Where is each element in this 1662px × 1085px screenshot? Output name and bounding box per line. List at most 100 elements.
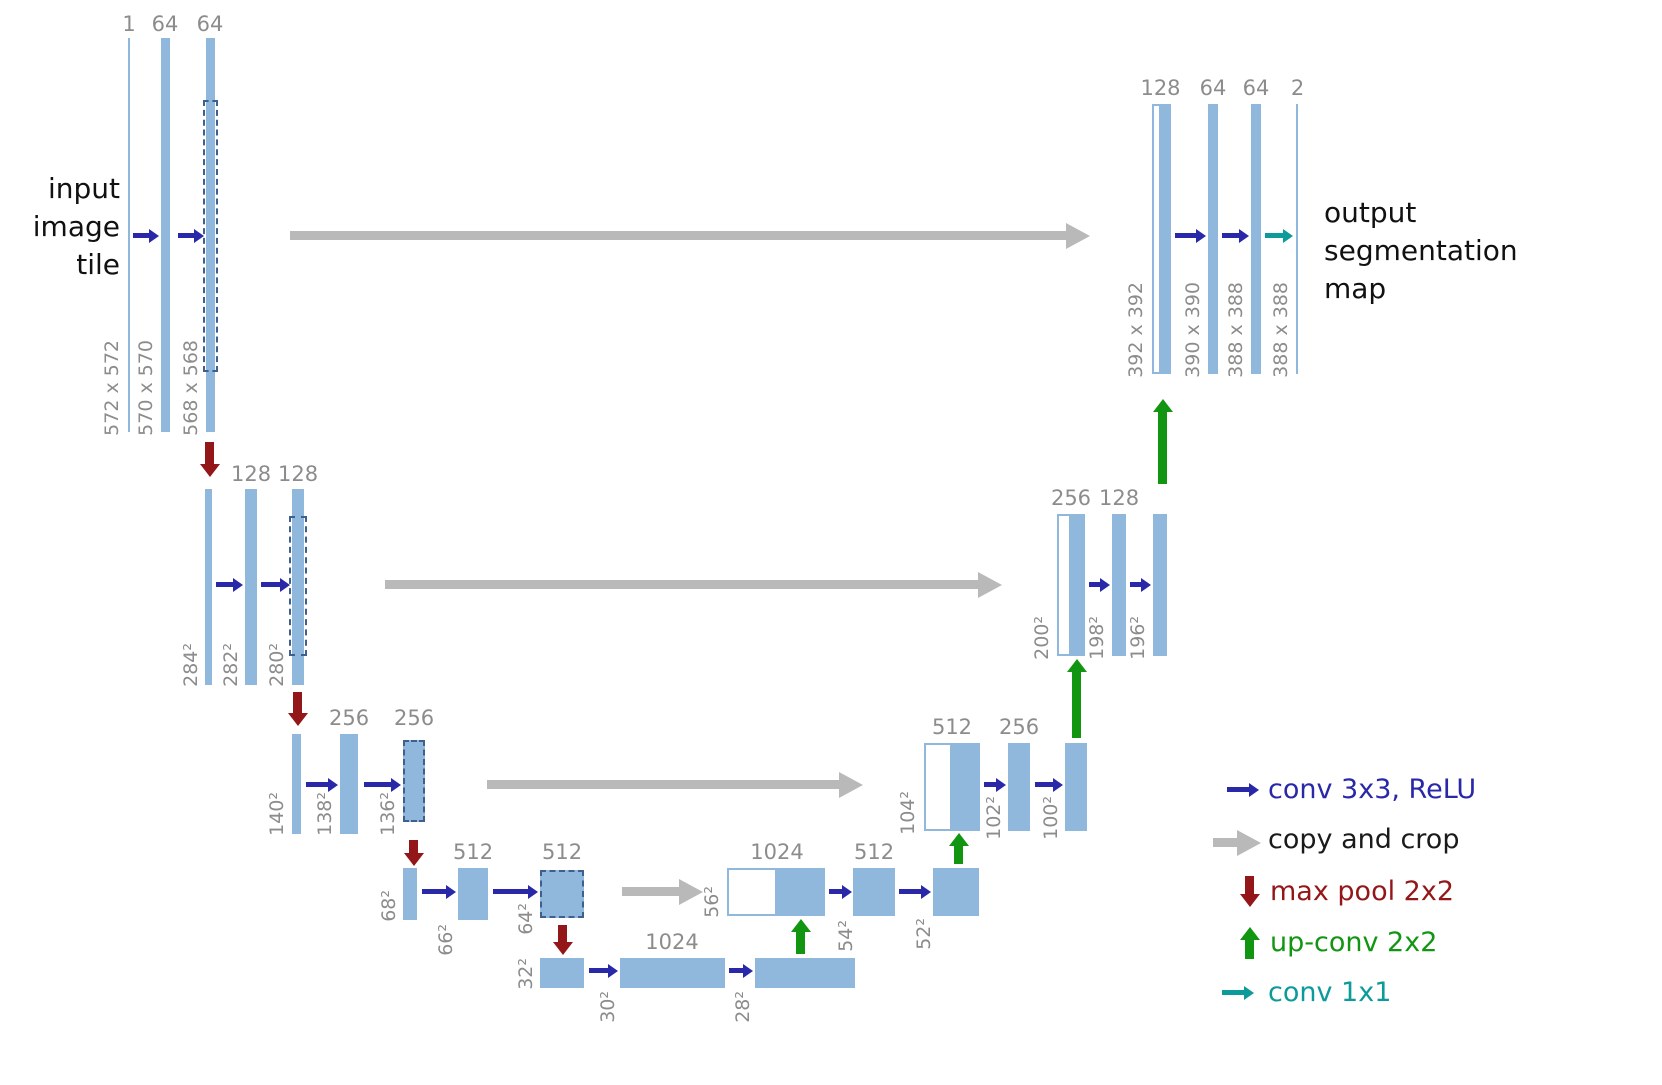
legend-conv1x1-arrow-icon [1222, 990, 1244, 995]
legend-upconv-label: up-conv 2x2 [1270, 927, 1438, 958]
channel-count-label: 256 [1050, 486, 1092, 510]
feature-bar-e3-conv1 [340, 734, 358, 834]
legend-conv1x1-label: conv 1x1 [1268, 977, 1392, 1008]
upconv-bar-d1 [1161, 104, 1171, 374]
feature-bar-e3-in [292, 734, 301, 834]
conv-arrow [216, 582, 233, 587]
crop-outline-e2 [289, 516, 307, 656]
map-size-label: 32² [515, 958, 537, 990]
upconv-bar-d3 [952, 743, 980, 831]
feature-bar-e3-conv2-cropped [403, 740, 425, 822]
map-size-label: 284² [180, 643, 202, 687]
feature-bar-d4-conv1 [853, 868, 895, 916]
channel-count-label: 512 [931, 715, 973, 739]
map-size-label: 28² [732, 991, 754, 1023]
conv-arrow [422, 889, 446, 894]
conv-arrow [306, 782, 328, 787]
feature-bar-d4-conv2 [933, 868, 979, 916]
conv-arrow [1175, 233, 1196, 238]
feature-bar-e4-conv1 [458, 868, 488, 920]
copy-crop-arrow [385, 580, 978, 589]
conv-arrow [899, 889, 921, 894]
feature-bar-e1-input [128, 38, 130, 432]
feature-bar-d3-conv2 [1065, 743, 1087, 831]
legend-copy-label: copy and crop [1268, 824, 1460, 855]
legend-upconv-arrow-icon [1245, 940, 1254, 959]
max-pool-arrow [205, 442, 214, 464]
conv-arrow [261, 582, 280, 587]
conv-arrow [493, 889, 528, 894]
map-size-label: 30² [597, 991, 619, 1023]
map-size-label: 138² [314, 792, 336, 836]
feature-bar-bottom-conv1 [620, 958, 725, 988]
channel-count-label: 64 [151, 12, 179, 36]
map-size-label: 102² [983, 796, 1005, 840]
crop-outline-e1 [203, 100, 218, 372]
channel-count-label: 2 [1290, 76, 1305, 100]
conv-arrow [1089, 582, 1100, 587]
feature-bar-e4-in [403, 868, 417, 920]
map-size-label: 282² [220, 643, 242, 687]
conv-arrow [364, 782, 391, 787]
feature-bar-bottom-conv2 [755, 958, 855, 988]
map-size-label: 136² [377, 792, 399, 836]
feature-bar-e2-in [205, 489, 212, 685]
feature-bar-d2-conv2 [1153, 514, 1167, 656]
conv-arrow [589, 968, 608, 973]
feature-bar-e1-conv1 [161, 38, 170, 432]
conv1x1-arrow [1265, 233, 1283, 238]
up-conv-arrow [1072, 672, 1081, 738]
map-size-label: 568 x 568 [180, 340, 202, 436]
channel-count-label: 128 [1140, 76, 1181, 100]
map-size-label: 140² [266, 792, 288, 836]
up-conv-arrow [954, 846, 963, 864]
feature-bar-d2-conv1 [1112, 514, 1126, 656]
map-size-label: 390 x 390 [1182, 282, 1204, 378]
map-size-label: 66² [435, 924, 457, 956]
map-size-label: 100² [1040, 796, 1062, 840]
map-size-label: 572 x 572 [101, 340, 123, 436]
map-size-label: 198² [1086, 616, 1108, 660]
channel-count-label: 512 [542, 840, 583, 864]
channel-count-label: 512 [453, 840, 494, 864]
up-conv-arrow [796, 932, 805, 954]
copied-feature-box-d4 [727, 868, 777, 916]
channel-count-label: 1024 [645, 930, 699, 954]
legend-maxpool-label: max pool 2x2 [1270, 876, 1455, 907]
channel-count-label: 64 [196, 12, 224, 36]
conv-arrow [1035, 782, 1053, 787]
channel-count-label: 128 [278, 462, 319, 486]
channel-count-label: 256 [999, 715, 1040, 739]
legend-copy-arrow-icon [1213, 838, 1237, 847]
map-size-label: 52² [913, 918, 935, 950]
max-pool-arrow [558, 925, 567, 942]
map-size-label: 64² [515, 903, 537, 935]
upconv-bar-d4 [777, 868, 825, 916]
map-size-label: 392 x 392 [1125, 282, 1147, 378]
feature-bar-e1-conv2 [206, 38, 215, 432]
map-size-label: 570 x 570 [135, 340, 157, 436]
channel-count-label: 128 [1099, 486, 1140, 510]
channel-count-label: 1024 [750, 840, 804, 864]
map-size-label: 104² [897, 791, 919, 835]
copied-feature-box-d2 [1057, 514, 1071, 656]
conv-arrow [829, 889, 842, 894]
channel-count-label: 128 [231, 462, 272, 486]
conv-arrow [1222, 233, 1239, 238]
channel-count-label: 64 [1199, 76, 1227, 100]
copy-crop-arrow [622, 887, 679, 896]
legend-conv-label: conv 3x3, ReLU [1268, 774, 1477, 805]
map-size-label: 200² [1031, 616, 1053, 660]
channel-count-label: 512 [854, 840, 895, 864]
map-size-label: 196² [1127, 616, 1149, 660]
channel-count-label: 256 [329, 706, 370, 730]
input-annotation: input image tile [32, 172, 120, 281]
output-map-bar [1296, 104, 1298, 374]
feature-bar-e2-conv2 [292, 489, 304, 685]
output-annotation: output segmentation map [1324, 196, 1518, 305]
max-pool-arrow [293, 692, 302, 713]
map-size-label: 56² [701, 886, 723, 918]
channel-count-label: 64 [1242, 76, 1270, 100]
conv-arrow [133, 233, 149, 238]
